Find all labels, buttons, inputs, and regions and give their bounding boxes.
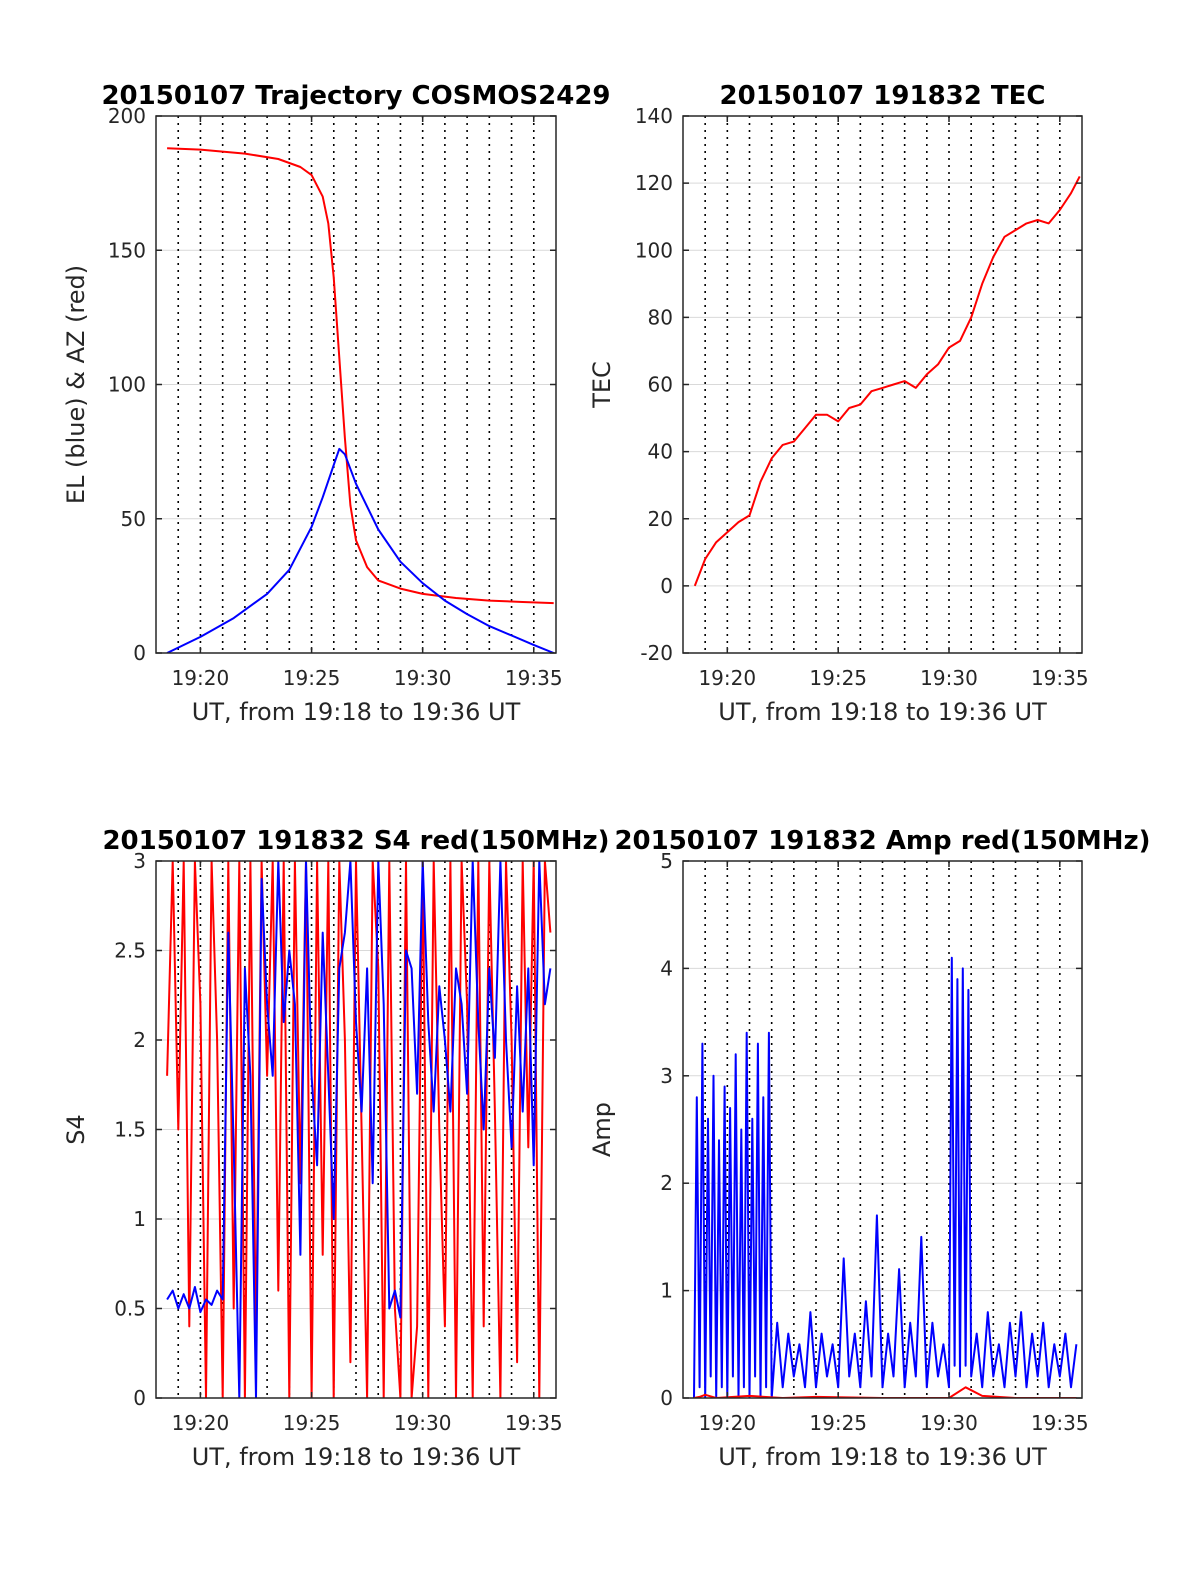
y-tick-label: 60 [648,373,673,397]
y-tick-label: 5 [660,849,673,873]
y-axis-label: Amp [588,1102,616,1157]
chart-title: 20150107 Trajectory COSMOS2429 [101,81,610,111]
series-line-red [166,861,552,1398]
y-tick-label: 1 [133,1207,146,1231]
y-tick-label: 3 [660,1064,673,1088]
y-axis-label: TEC [588,361,616,409]
x-tick-label: 19:25 [809,666,867,690]
x-tick-label: 19:25 [809,1411,867,1435]
y-tick-label: 50 [121,507,146,531]
series-line-red [693,1386,1077,1398]
x-tick-label: 19:35 [505,666,563,690]
y-tick-label: 80 [648,305,673,329]
y-tick-label: 1.5 [114,1118,146,1142]
axes-box [682,860,1083,1399]
y-tick-label: 20 [648,507,673,531]
y-tick-label: 200 [108,104,146,128]
y-tick-label: 4 [660,956,673,980]
y-tick-label: 120 [635,171,673,195]
trajectory-chart: 0 50 100 150 200 19:20 19:25 19:30 19:35 20150107… [62,81,611,726]
x-tick-label: 19:25 [283,1411,341,1435]
x-tick-label: 19:20 [172,1411,230,1435]
x-tick-label: 19:35 [1031,1411,1089,1435]
y-tick-label: 2 [660,1171,673,1195]
y-tick-label: 3 [133,849,146,873]
chart-title: 20150107 191832 Amp red(150MHz) [614,826,1150,856]
y-tick-label: 40 [648,440,673,464]
series-line-blue [166,861,552,1398]
y-tick-label: 1 [660,1279,673,1303]
x-tick-label: 19:25 [283,666,341,690]
series-line-blue [166,447,555,653]
y-tick-label: 0 [660,574,673,598]
y-tick-label: 2 [133,1028,146,1052]
y-axis-label: S4 [62,1114,90,1145]
y-tick-label: 2.5 [114,939,146,963]
x-axis-label: UT, from 19:18 to 19:36 UT [718,1443,1047,1471]
amp-chart: 0 1 2 3 4 5 19:20 19:25 19:30 19:35 20150107 19183… [588,826,1151,1471]
chart-title: 20150107 191832 S4 red(150MHz) [102,826,609,856]
y-tick-label: 140 [635,104,673,128]
x-tick-label: 19:30 [920,666,978,690]
y-tick-label: 100 [108,373,146,397]
chart-title: 20150107 191832 TEC [720,81,1046,111]
x-tick-label: 19:30 [920,1411,978,1435]
series-line-red [693,175,1081,587]
y-tick-label: 0.5 [114,1297,146,1321]
series-line-blue [693,956,1078,1398]
x-tick-label: 19:20 [172,666,230,690]
x-tick-label: 19:35 [1031,666,1089,690]
y-tick-label: 0 [660,1386,673,1410]
y-axis-label: EL (blue) & AZ (red) [62,265,90,504]
series-line-red [167,147,554,605]
x-tick-label: 19:30 [394,1411,452,1435]
x-tick-label: 19:20 [698,666,756,690]
x-axis-label: UT, from 19:18 to 19:36 UT [718,698,1047,726]
x-tick-label: 19:20 [698,1411,756,1435]
y-tick-label: 150 [108,238,146,262]
y-tick-label: -20 [640,641,673,665]
y-tick-label: 100 [635,238,673,262]
y-tick-label: 0 [133,641,146,665]
x-tick-label: 19:35 [505,1411,563,1435]
y-tick-label: 0 [133,1386,146,1410]
s4-chart: 0 0.5 1 1.5 2 2.5 3 19:20 19:25 19:30 19:35 2015010… [62,826,610,1471]
x-tick-label: 19:30 [394,666,452,690]
tec-chart: -20 0 20 40 60 80 100 120 140 19:20 19:25 19:30 19:3… [588,81,1089,726]
x-axis-label: UT, from 19:18 to 19:36 UT [192,1443,521,1471]
x-axis-label: UT, from 19:18 to 19:36 UT [192,698,521,726]
